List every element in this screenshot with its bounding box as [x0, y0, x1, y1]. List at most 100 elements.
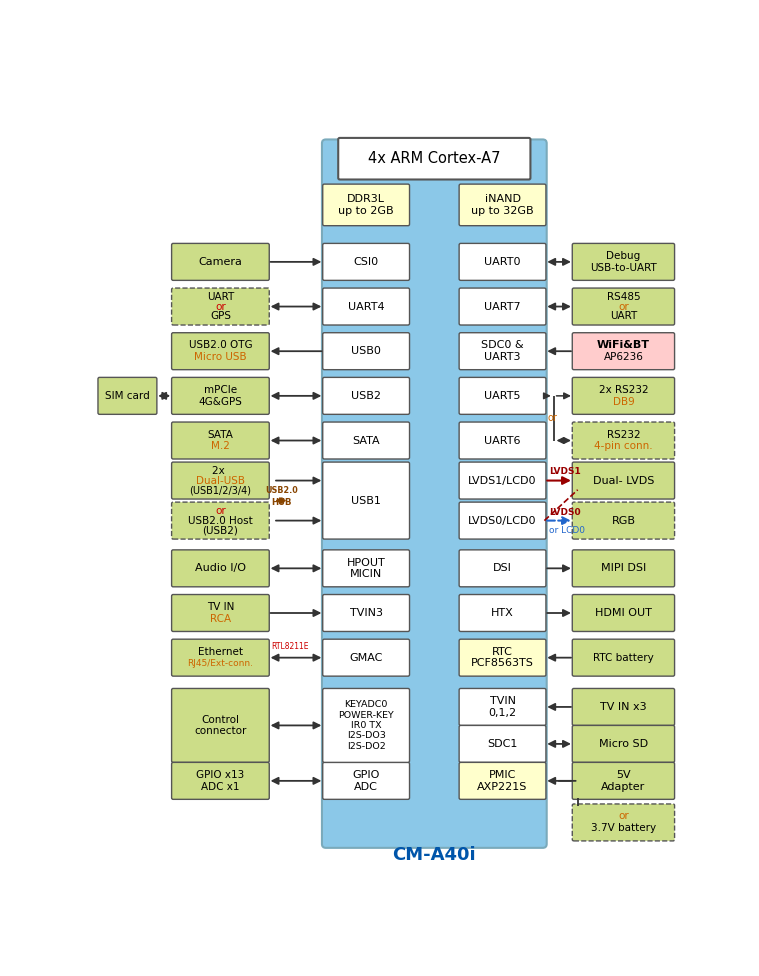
FancyBboxPatch shape — [572, 243, 675, 280]
Text: UART6: UART6 — [484, 435, 521, 445]
Text: or: or — [548, 413, 558, 424]
Text: LVDS0: LVDS0 — [549, 508, 581, 517]
Text: or: or — [618, 811, 628, 822]
Text: HUB: HUB — [272, 498, 292, 507]
Text: 4x ARM Cortex-A7: 4x ARM Cortex-A7 — [368, 151, 501, 166]
Text: LVDS1/LCD0: LVDS1/LCD0 — [468, 475, 537, 486]
FancyBboxPatch shape — [459, 725, 546, 762]
Text: UART0: UART0 — [484, 257, 521, 266]
FancyBboxPatch shape — [323, 688, 410, 762]
Text: RGB: RGB — [612, 515, 635, 526]
Text: TVIN3: TVIN3 — [350, 608, 383, 618]
Text: UART5: UART5 — [484, 390, 521, 401]
FancyBboxPatch shape — [172, 688, 269, 762]
Text: USB0: USB0 — [351, 346, 381, 356]
Text: KEYADC0
POWER-KEY
IR0 TX
I2S-DO3
I2S-DO2: KEYADC0 POWER-KEY IR0 TX I2S-DO3 I2S-DO2 — [339, 700, 394, 751]
FancyBboxPatch shape — [323, 378, 410, 415]
Text: USB2.0 Host: USB2.0 Host — [188, 515, 253, 526]
Text: Camera: Camera — [199, 257, 242, 266]
Text: SATA: SATA — [207, 429, 233, 439]
FancyBboxPatch shape — [172, 422, 269, 459]
FancyBboxPatch shape — [572, 594, 675, 631]
Text: or: or — [618, 302, 628, 311]
FancyBboxPatch shape — [459, 549, 546, 587]
Text: SDC1: SDC1 — [487, 739, 518, 749]
FancyBboxPatch shape — [172, 378, 269, 415]
Text: Ethernet: Ethernet — [198, 647, 243, 657]
Text: DSI: DSI — [493, 563, 512, 573]
FancyBboxPatch shape — [459, 639, 546, 676]
Text: mPCIe
4G&GPS: mPCIe 4G&GPS — [199, 386, 242, 407]
Text: MIPI DSI: MIPI DSI — [601, 563, 646, 573]
FancyBboxPatch shape — [172, 243, 269, 280]
Text: HPOUT
MICIN: HPOUT MICIN — [347, 557, 386, 579]
Text: or LCD0: or LCD0 — [549, 526, 585, 535]
Text: UART: UART — [206, 292, 234, 302]
FancyBboxPatch shape — [339, 138, 531, 180]
Text: CSI0: CSI0 — [354, 257, 379, 266]
FancyBboxPatch shape — [172, 594, 269, 631]
Text: USB1: USB1 — [351, 496, 381, 506]
FancyBboxPatch shape — [323, 462, 410, 539]
FancyBboxPatch shape — [323, 288, 410, 325]
Text: SDC0 &
UART3: SDC0 & UART3 — [481, 341, 524, 362]
FancyBboxPatch shape — [323, 422, 410, 459]
Text: SATA: SATA — [352, 435, 380, 445]
FancyBboxPatch shape — [572, 549, 675, 587]
FancyBboxPatch shape — [572, 333, 675, 370]
Text: RCA: RCA — [209, 614, 231, 624]
Text: USB2.0 OTG: USB2.0 OTG — [189, 341, 252, 350]
FancyBboxPatch shape — [572, 804, 675, 841]
FancyBboxPatch shape — [172, 462, 269, 499]
FancyBboxPatch shape — [572, 422, 675, 459]
Text: 4-pin conn.: 4-pin conn. — [594, 441, 653, 452]
FancyBboxPatch shape — [323, 762, 410, 799]
FancyBboxPatch shape — [459, 378, 546, 415]
FancyBboxPatch shape — [459, 184, 546, 225]
Text: TV IN: TV IN — [206, 602, 234, 612]
Text: RTC
PCF8563TS: RTC PCF8563TS — [471, 647, 534, 669]
FancyBboxPatch shape — [98, 378, 157, 415]
FancyBboxPatch shape — [323, 243, 410, 280]
FancyBboxPatch shape — [172, 333, 269, 370]
FancyBboxPatch shape — [572, 688, 675, 725]
FancyBboxPatch shape — [459, 762, 546, 799]
Text: TV IN x3: TV IN x3 — [600, 702, 647, 712]
Text: iNAND
up to 32GB: iNAND up to 32GB — [471, 194, 534, 216]
Text: LVDS1: LVDS1 — [549, 467, 581, 476]
FancyBboxPatch shape — [172, 502, 269, 539]
FancyBboxPatch shape — [459, 594, 546, 631]
Text: Dual-USB: Dual-USB — [196, 475, 245, 486]
Text: (USB2): (USB2) — [203, 525, 238, 535]
FancyBboxPatch shape — [572, 378, 675, 415]
Text: USB2: USB2 — [351, 390, 381, 401]
Text: UART4: UART4 — [348, 302, 385, 311]
Text: Dual- LVDS: Dual- LVDS — [593, 475, 654, 486]
FancyBboxPatch shape — [459, 422, 546, 459]
Text: RTL8211E: RTL8211E — [271, 642, 308, 651]
Text: (USB1/2/3/4): (USB1/2/3/4) — [190, 485, 251, 495]
FancyBboxPatch shape — [323, 594, 410, 631]
FancyBboxPatch shape — [459, 288, 546, 325]
Text: or: or — [215, 506, 225, 516]
Text: M.2: M.2 — [211, 441, 230, 452]
Text: USB2.0: USB2.0 — [266, 486, 298, 495]
Text: GPIO x13
ADC x1: GPIO x13 ADC x1 — [197, 770, 244, 792]
Text: Control
connector: Control connector — [194, 714, 247, 736]
FancyBboxPatch shape — [459, 502, 546, 539]
Text: 2x RS232: 2x RS232 — [599, 385, 648, 395]
FancyBboxPatch shape — [323, 639, 410, 676]
Text: LVDS0/LCD0: LVDS0/LCD0 — [468, 515, 537, 526]
Text: HDMI OUT: HDMI OUT — [595, 608, 652, 618]
FancyBboxPatch shape — [322, 140, 546, 848]
FancyBboxPatch shape — [572, 462, 675, 499]
Text: 5V
Adapter: 5V Adapter — [601, 770, 646, 792]
FancyBboxPatch shape — [572, 502, 675, 539]
Text: GPS: GPS — [210, 311, 231, 321]
Text: RTC battery: RTC battery — [593, 653, 653, 663]
Text: SIM card: SIM card — [105, 390, 150, 401]
FancyBboxPatch shape — [572, 725, 675, 762]
FancyBboxPatch shape — [172, 762, 269, 799]
Text: Micro USB: Micro USB — [194, 352, 247, 362]
FancyBboxPatch shape — [172, 549, 269, 587]
